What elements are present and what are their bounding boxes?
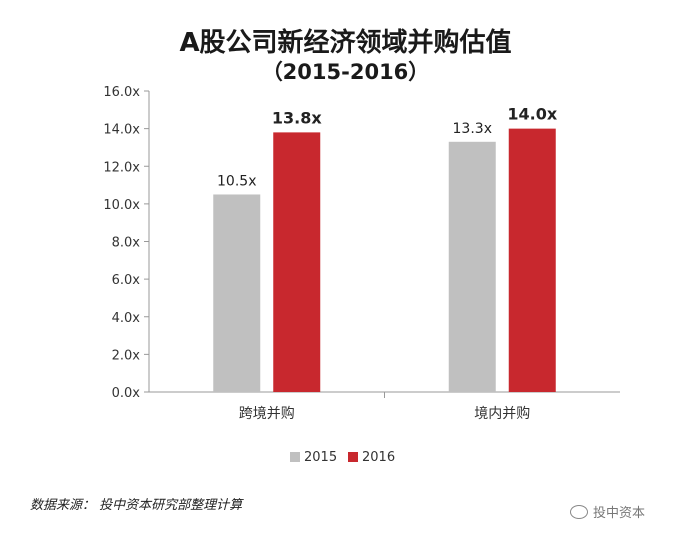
legend-swatch [290, 452, 300, 462]
x-tick-label: 境内并购 [474, 406, 530, 422]
data-source-note: 数据来源： 投中资本研究部整理计算 [30, 498, 243, 513]
y-tick-label: 12.0x [103, 160, 140, 175]
data-label: 13.3x [453, 121, 492, 137]
y-tick-label: 6.0x [112, 273, 141, 288]
legend-label: 2015 [304, 450, 337, 465]
watermark: 投中资本 [569, 502, 645, 521]
wechat-icon [569, 504, 588, 519]
chart-title: A股公司新经济领域并购估值 [179, 28, 512, 58]
bar [273, 132, 321, 392]
y-tick-label: 14.0x [103, 123, 140, 138]
y-tick-label: 10.0x [103, 198, 140, 213]
data-label: 14.0x [507, 105, 557, 124]
watermark-text: 投中资本 [592, 506, 645, 521]
bar [448, 141, 496, 392]
data-label: 13.8x [272, 108, 322, 127]
bar [508, 128, 556, 392]
chart-subtitle: （2015-2016） [261, 60, 430, 84]
data-label: 10.5x [217, 173, 256, 189]
bar [213, 194, 261, 392]
legend-label: 2016 [362, 450, 395, 465]
y-tick-label: 8.0x [112, 236, 141, 251]
y-tick-label: 16.0x [103, 85, 140, 100]
y-tick-label: 4.0x [112, 311, 141, 326]
y-tick-label: 2.0x [112, 348, 141, 363]
y-tick-label: 0.0x [112, 386, 141, 401]
legend-swatch [348, 452, 358, 462]
x-tick-label: 跨境并购 [239, 406, 295, 422]
